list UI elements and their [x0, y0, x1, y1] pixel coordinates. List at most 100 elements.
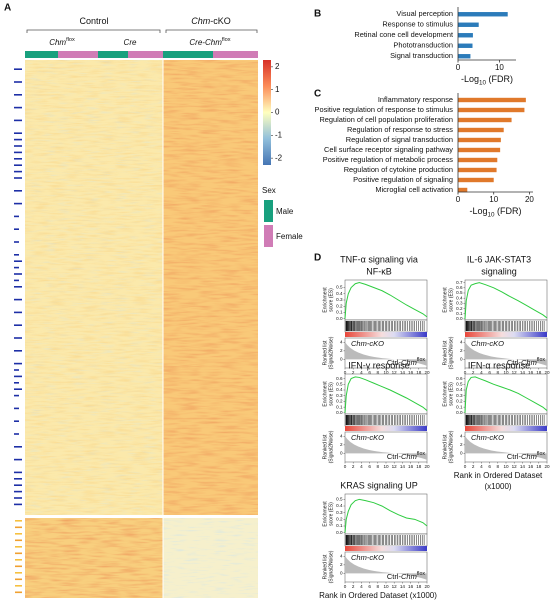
- legend-label: Female: [276, 232, 303, 241]
- row-annotation: [14, 132, 22, 134]
- text-part: Chm-cKO: [351, 553, 384, 562]
- text-part: Ctrl-: [387, 452, 402, 461]
- heatmap-texture: [163, 60, 258, 515]
- rank-gradient: [345, 332, 427, 337]
- text-part: (FDR): [495, 206, 522, 216]
- y2-tick-label: 0: [340, 451, 343, 456]
- text-part: Control: [79, 16, 108, 26]
- category-label: Positive regulation of metabolic process: [323, 155, 454, 164]
- row-annotation: [14, 170, 22, 173]
- bar: [458, 157, 498, 163]
- y-tick-label: 0.3: [456, 301, 463, 306]
- row-annotation: [14, 458, 22, 461]
- category-label: Visual perception: [396, 9, 453, 18]
- row-annotation: [15, 585, 22, 587]
- y-tick-label: 0.0: [336, 530, 343, 535]
- sex-strip: [58, 51, 98, 58]
- rank-gradient: [345, 426, 427, 431]
- text-part: Chm-cKO: [471, 433, 504, 442]
- up-label: Chm-cKO: [471, 339, 504, 348]
- hit-lines: [345, 535, 425, 545]
- colorbar: [263, 60, 271, 165]
- x-tick-label: 16: [408, 464, 414, 469]
- row-annotation: [14, 433, 19, 435]
- row-annotation: [15, 526, 22, 529]
- y-tick-label: 0.2: [336, 517, 343, 522]
- y2-axis-label: (Signal2Noise): [328, 336, 334, 369]
- colorbar-tick-label: 0: [275, 108, 280, 117]
- subgroup-label: Chmflox: [49, 37, 75, 47]
- y-tick-label: 0.3: [336, 393, 343, 398]
- text-part: Ctrl-: [507, 358, 522, 367]
- y2-tick-label: 2: [460, 442, 463, 447]
- y-axis-label: score (ES): [328, 288, 334, 312]
- x-tick-label: 6: [368, 464, 371, 469]
- y-axis-label: Enrichment: [322, 501, 328, 527]
- category-label: Regulation of signal transduction: [346, 135, 453, 144]
- row-annotation: [14, 158, 22, 160]
- subgroup-label: Cre-Chmflox: [189, 37, 230, 47]
- row-annotation: [15, 572, 22, 574]
- category-label: Regulation of cell population proliferat…: [319, 115, 453, 124]
- y2-tick-label: 2: [460, 348, 463, 353]
- x-tick-label: 4: [360, 370, 363, 375]
- x-tick-label: 16: [528, 464, 534, 469]
- x-tick-label: 8: [497, 370, 500, 375]
- row-annotation: [14, 478, 22, 480]
- row-annotation: [14, 484, 22, 486]
- panel-label: C: [314, 89, 321, 100]
- y2-axis-label: Ranked list: [322, 340, 328, 365]
- x-axis-label: -Log10 (FDR): [469, 206, 521, 218]
- y-tick-label: 0.5: [336, 497, 343, 502]
- y-tick-label: 0.5: [456, 382, 463, 387]
- y-tick-label: 0.4: [456, 387, 463, 392]
- es-curve: [464, 376, 548, 413]
- x-tick-label: 0: [464, 370, 467, 375]
- y-axis-label: score (ES): [328, 502, 334, 526]
- x-axis-label: -Log10 (FDR): [461, 74, 513, 86]
- x-tick-label: 8: [377, 370, 380, 375]
- chart-title: IL-6 JAK-STAT3: [467, 254, 531, 264]
- y-tick-label: 0.3: [456, 393, 463, 398]
- y2-tick-label: 0: [460, 357, 463, 362]
- panel-label: A: [4, 3, 11, 14]
- row-annotation: [14, 119, 22, 122]
- x-tick-label: 6: [488, 464, 491, 469]
- x-tick-label: 10: [489, 195, 498, 204]
- colorbar-tick-label: 2: [275, 62, 280, 71]
- ranked-area: [345, 436, 427, 460]
- row-annotation: [14, 260, 22, 262]
- text-part: flox: [537, 358, 546, 364]
- row-annotation: [14, 407, 19, 410]
- row-annotation: [14, 337, 22, 339]
- down-label: Ctrl-Chmflox: [507, 358, 546, 367]
- ranked-area: [465, 436, 547, 460]
- x-tick-label: 18: [416, 584, 422, 589]
- y2-tick-label: 4: [460, 434, 463, 439]
- y-tick-label: 0.2: [336, 303, 343, 308]
- y2-axis-label: Ranked list: [442, 434, 448, 459]
- text-part: flox: [417, 358, 426, 364]
- row-annotation: [14, 388, 22, 390]
- bar: [458, 137, 501, 143]
- text-part: -Log: [469, 206, 487, 216]
- chart-title: IFN-γ response: [348, 360, 410, 370]
- row-annotation: [15, 533, 22, 535]
- x-tick-label: 0: [344, 584, 347, 589]
- y2-axis-label: (Signal2Noise): [448, 430, 454, 463]
- text-part: Chm-cKO: [351, 339, 384, 348]
- ranked-area: [345, 556, 427, 580]
- row-annotation: [15, 552, 22, 555]
- category-label: Positive regulation of signaling: [353, 175, 453, 184]
- row-annotation: [14, 151, 22, 154]
- x-tick-label: 14: [520, 464, 526, 469]
- x-tick-label: 10: [495, 63, 504, 72]
- row-annotation: [14, 369, 19, 371]
- x-tick-label: 8: [377, 584, 380, 589]
- text-part: Chm: [401, 358, 417, 367]
- es-curve: [344, 498, 428, 533]
- y2-axis-label: (Signal2Noise): [328, 430, 334, 463]
- chart-title: signaling: [481, 266, 517, 276]
- text-part: Chm: [401, 452, 417, 461]
